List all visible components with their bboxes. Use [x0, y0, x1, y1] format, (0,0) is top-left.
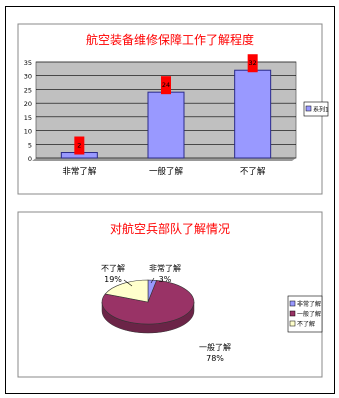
bar — [234, 69, 272, 159]
legend-label: 非常了解 — [297, 300, 321, 308]
pie-data-label: 非常了解 — [149, 263, 181, 273]
legend-swatch — [305, 105, 312, 112]
bar-plot-floor — [32, 158, 296, 161]
x-tick-label: 不了解 — [240, 166, 266, 177]
data-label-box — [74, 136, 85, 155]
legend-swatch — [289, 300, 296, 307]
y-tick-label: 10 — [24, 128, 32, 136]
data-label: 32 — [249, 59, 257, 67]
y-tick-label: 5 — [28, 141, 32, 149]
pie-data-label: 不了解 — [101, 263, 125, 273]
bar-chart-plot: 0 5 10 15 20 25 30 35 2 非常了解 24 一般了解 32 不了解 系列1 — [24, 54, 329, 177]
data-label-box — [161, 76, 171, 95]
legend-label: 不了解 — [297, 320, 315, 328]
data-label: 24 — [162, 81, 170, 89]
pie-chart-title: 对航空兵部队了解情况 — [110, 221, 230, 236]
leader-line — [150, 277, 155, 284]
legend-label: 一般了解 — [297, 310, 321, 318]
y-tick-label: 0 — [28, 155, 32, 163]
y-tick-label: 15 — [24, 114, 32, 122]
legend-box — [303, 101, 329, 117]
bar — [147, 91, 185, 159]
x-tick-label: 非常了解 — [62, 166, 97, 177]
bar-chart-title: 航空装备维修保障工作了解程度 — [86, 32, 254, 47]
y-tick-label: 30 — [24, 73, 32, 81]
data-label: 2 — [77, 142, 81, 150]
y-tick-label: 25 — [24, 86, 32, 94]
pie-data-label: 3% — [159, 275, 172, 284]
legend-swatch — [289, 310, 296, 317]
y-tick-label: 35 — [24, 59, 32, 67]
pie-slice — [104, 279, 149, 303]
y-tick-label: 20 — [24, 100, 32, 108]
leader-line — [123, 279, 133, 287]
data-label-box — [247, 54, 258, 73]
pie-data-label: 78% — [206, 354, 224, 363]
legend-label: 系列1 — [313, 106, 329, 114]
legend-swatch — [289, 320, 296, 327]
pie-data-label: 一般了解 — [199, 342, 231, 352]
pie-data-label: 19% — [104, 275, 122, 284]
x-tick-label: 一般了解 — [149, 166, 184, 177]
